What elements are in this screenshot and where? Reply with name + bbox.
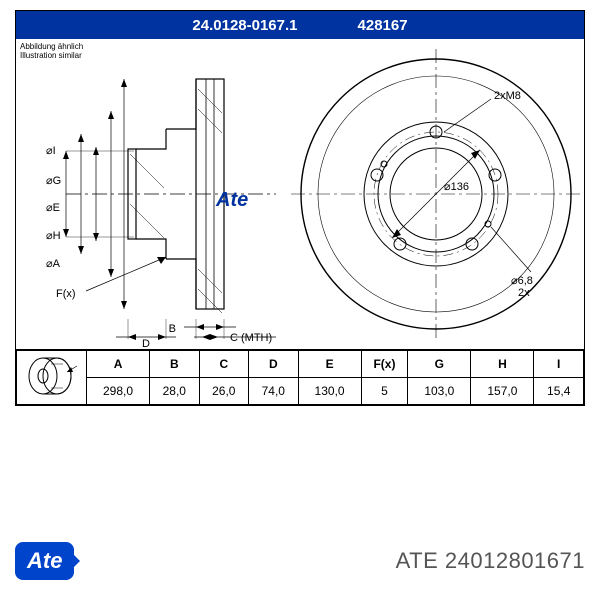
ate-logo-small: Ate xyxy=(216,189,248,212)
label-Fx: F(x) xyxy=(56,288,76,300)
val-F: 5 xyxy=(361,378,408,405)
col-F: F(x) xyxy=(361,351,408,378)
label-B: B xyxy=(169,323,176,335)
label-C: C (MTH) xyxy=(230,332,272,344)
brand-logo-badge: Ate xyxy=(15,542,74,580)
label-diaH: ⌀H xyxy=(46,230,61,242)
disc-icon-cell xyxy=(17,351,87,405)
val-G: 103,0 xyxy=(408,378,471,405)
label-D: D xyxy=(142,338,150,349)
diagram-frame: 24.0128-0167.1 428167 Abbildung ähnlich … xyxy=(15,10,585,350)
val-I: 15,4 xyxy=(534,378,584,405)
brand-logo: Ate xyxy=(15,542,74,580)
label-diaA: ⌀A xyxy=(46,258,61,270)
header-bar: 24.0128-0167.1 428167 xyxy=(16,11,584,39)
front-view: 2xM8 ⌀136 ⌀6,8 2x xyxy=(286,44,586,344)
val-E: 130,0 xyxy=(298,378,361,405)
pcd-label: ⌀136 xyxy=(444,181,469,193)
spec-table: A B C D E F(x) G H I 298,0 28,0 26,0 74,… xyxy=(15,350,585,406)
val-H: 157,0 xyxy=(471,378,534,405)
col-I: I xyxy=(534,351,584,378)
label-diaG: ⌀G xyxy=(46,175,61,187)
col-B: B xyxy=(150,351,200,378)
label-diaI: ⌀I xyxy=(46,145,56,157)
col-G: G xyxy=(408,351,471,378)
brand-part: 24012801671 xyxy=(445,548,585,573)
val-C: 26,0 xyxy=(199,378,249,405)
disc-icon xyxy=(23,354,81,398)
col-D: D xyxy=(249,351,299,378)
col-A: A xyxy=(87,351,150,378)
table-header-row: A B C D E F(x) G H I xyxy=(17,351,584,378)
hole-count-label: 2x xyxy=(518,287,530,299)
brand-name: ATE xyxy=(396,548,439,573)
hole-dia-label: ⌀6,8 xyxy=(511,275,533,287)
brand-row: Ate ATE 24012801671 xyxy=(15,542,585,580)
bolt-label: 2xM8 xyxy=(494,90,521,102)
val-D: 74,0 xyxy=(249,378,299,405)
table-value-row: 298,0 28,0 26,0 74,0 130,0 5 103,0 157,0… xyxy=(17,378,584,405)
part-number-formatted: 24.0128-0167.1 xyxy=(192,17,297,34)
val-A: 298,0 xyxy=(87,378,150,405)
val-B: 28,0 xyxy=(150,378,200,405)
brand-part-text: ATE 24012801671 xyxy=(396,548,585,574)
page-root: 24.0128-0167.1 428167 Abbildung ähnlich … xyxy=(0,0,600,600)
drawing-area: ⌀I ⌀G ⌀E ⌀H ⌀A F(x) xyxy=(16,39,584,349)
col-C: C xyxy=(199,351,249,378)
label-diaE: ⌀E xyxy=(46,202,60,214)
col-H: H xyxy=(471,351,534,378)
short-code: 428167 xyxy=(358,17,408,34)
col-E: E xyxy=(298,351,361,378)
